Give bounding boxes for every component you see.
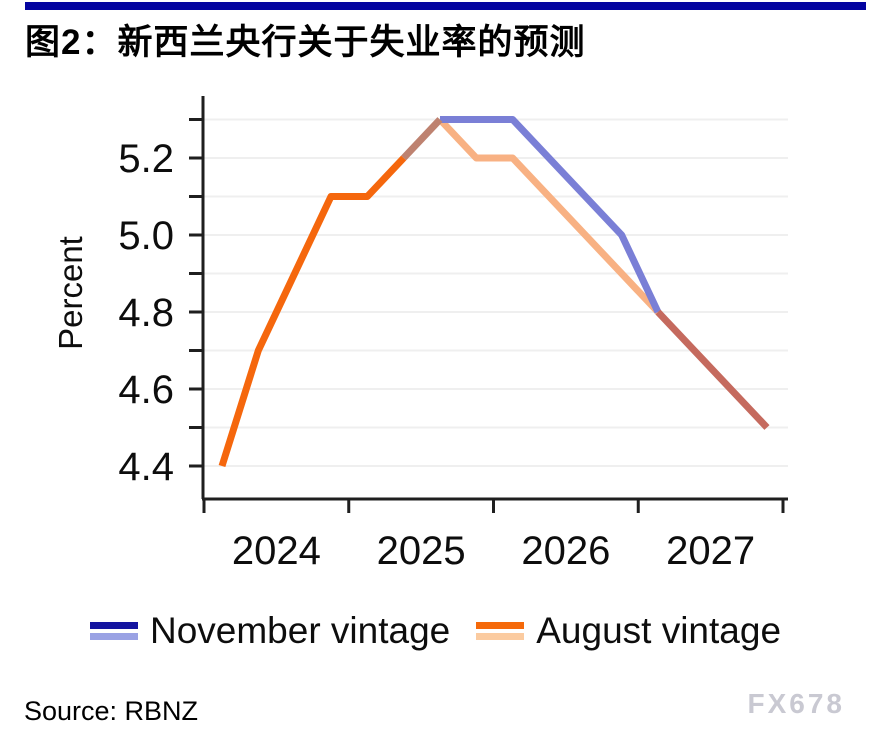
svg-text:2026: 2026 (521, 529, 610, 573)
chart-title: 图2：新西兰央行关于失业率的预测 (25, 23, 586, 62)
source-note: Source: RBNZ (24, 696, 199, 726)
svg-text:5.0: 5.0 (118, 214, 174, 258)
august-forecast-color (476, 633, 525, 640)
svg-text:4.6: 4.6 (118, 368, 174, 412)
november-line-swatch (89, 622, 138, 640)
november-forecast-color (89, 633, 138, 640)
svg-text:2025: 2025 (377, 529, 466, 573)
svg-text:Percent: Percent (52, 236, 89, 350)
legend-item-november: November vintage (89, 610, 451, 652)
svg-text:5.2: 5.2 (118, 137, 174, 181)
august-line-swatch (476, 622, 525, 640)
chart-legend: November vintage August vintage (0, 610, 871, 652)
august-history-color (476, 622, 525, 629)
svg-text:2027: 2027 (666, 529, 755, 573)
svg-text:2024: 2024 (232, 529, 321, 573)
svg-text:4.4: 4.4 (118, 445, 174, 489)
legend-item-august: August vintage (476, 610, 781, 652)
svg-text:4.8: 4.8 (118, 291, 174, 335)
legend-label-november: November vintage (149, 610, 451, 651)
watermark: FX678 (747, 688, 845, 719)
title-accent-bar (25, 2, 866, 10)
november-history-color (89, 622, 138, 629)
legend-label-august: August vintage (536, 610, 782, 651)
